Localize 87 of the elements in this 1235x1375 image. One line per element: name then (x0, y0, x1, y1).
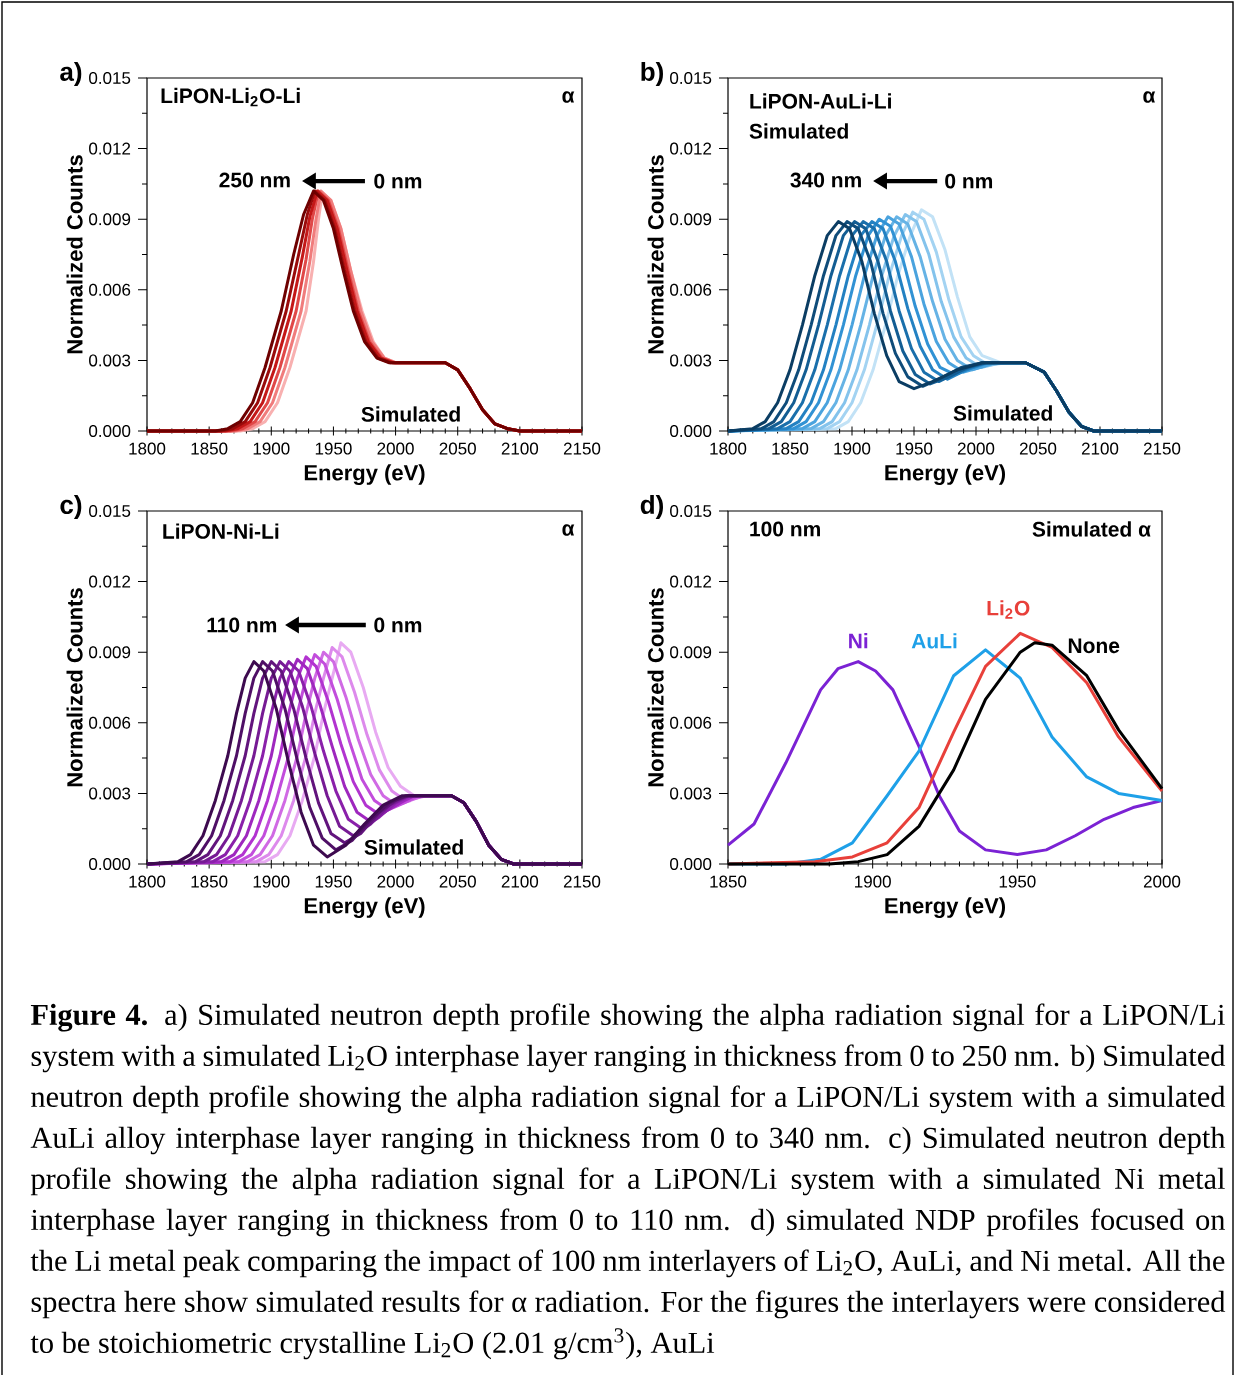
text: Figure 4. a) Simulated neutron depth profile showing the alpha radiation signal for a LiPON/Li system with a simulated Li$_{2}$O interphase layer ranging in thickness from 0 to 250 nm. b) Simulated neutron depth profile showing the alpha radiation signal for a LiPON/Li system with a simulated AuLi alloy interphase layer ranging in thickness from 0 to 340 nm. c) Simulated neutron depth profile showing the alpha radiation signal for a LiPON/Li system with a simulated Ni metal interphase layer ranging in thickness from 0 to 110 nm. d) simulated NDP profiles focused on the Li metal peak comparing the impact of 100 nm interlayers of Li$_{2}$O, AuLi, and Ni metal. All the spectra here show simulated results for α radiation. For the figures the interlayers were considered to be stoichiometric crystalline Li$_{2}$O (2.01 g/cm$^{3}$), AuLi (30, 1003, 1226, 1360)
x-tick-label: 2100 (1081, 442, 1119, 455)
x-axis-title: Energy (eV) (304, 897, 425, 918)
annotation: LiPON-Li$_{2}$O-Li (161, 87, 300, 107)
x-tick-label: 2100 (501, 875, 539, 888)
y-tick-label: 0.000 (89, 425, 131, 438)
x-tick-label: 1950 (315, 442, 352, 455)
y-tick-label: 0.000 (670, 858, 712, 871)
x-tick-label: 2000 (377, 875, 414, 888)
y-axis-title: Normalized Counts (66, 155, 83, 354)
annotation: LiPON-Ni-Li (163, 523, 279, 539)
y-tick-label: 0.015 (89, 505, 131, 518)
x-tick-label: 1900 (855, 875, 891, 888)
y-tick-label: 0.000 (670, 425, 712, 438)
x-tick-label: 1850 (772, 442, 809, 455)
x-tick-label: 2000 (957, 442, 995, 455)
y-axis-title: Normalized Counts (66, 588, 83, 787)
annotation: 100 nm (750, 521, 820, 537)
y-tick-label: 0.006 (670, 283, 712, 296)
y-tick-label: 0.006 (89, 283, 131, 296)
x-tick-label: 2050 (1019, 442, 1057, 455)
x-tick-label: 2000 (377, 442, 414, 455)
series-label: Ni (849, 633, 868, 649)
x-axis-title: Energy (eV) (885, 464, 1006, 485)
y-tick-label: 0.012 (670, 142, 712, 155)
y-tick-label: 0.000 (89, 858, 131, 871)
x-tick-label: 2100 (501, 442, 539, 455)
x-tick-label: 2050 (439, 442, 476, 455)
annotation: α (1143, 91, 1156, 103)
x-tick-label: 2150 (563, 875, 601, 888)
x-tick-label: 1900 (834, 442, 871, 455)
y-tick-label: 0.015 (670, 72, 712, 85)
x-tick-label: 1950 (896, 442, 933, 455)
annotation: 110 nm (207, 617, 277, 633)
annotation: Simulated (361, 406, 460, 422)
y-axis-title: Normalized Counts (647, 155, 664, 354)
y-tick-label: 0.003 (89, 787, 131, 800)
chart-title: d) (640, 494, 663, 520)
y-tick-label: 0.006 (89, 716, 131, 729)
chart-title: b) (641, 61, 663, 87)
y-tick-label: 0.015 (89, 72, 131, 85)
x-tick-label: 2150 (563, 442, 601, 455)
annotation: 0 nm (945, 173, 993, 189)
y-tick-label: 0.009 (89, 213, 131, 226)
y-tick-label: 0.009 (670, 213, 712, 226)
x-tick-label: 2000 (1143, 875, 1181, 888)
y-tick-label: 0.012 (89, 142, 131, 155)
chart-title: a) (60, 61, 82, 87)
x-tick-label: 1900 (253, 442, 290, 455)
y-tick-label: 0.015 (670, 505, 712, 518)
x-tick-label: 1850 (191, 875, 228, 888)
x-tick-label: 1800 (129, 875, 166, 888)
x-tick-label: 1950 (999, 875, 1036, 888)
y-tick-label: 0.003 (670, 354, 712, 367)
y-tick-label: 0.003 (670, 787, 712, 800)
annotation: Simulated α (1032, 521, 1151, 537)
x-tick-label: 1900 (253, 875, 290, 888)
annotation: α (562, 524, 575, 536)
series-label: AuLi (911, 633, 957, 649)
annotation: 250 nm (219, 172, 290, 188)
chart-title: c) (60, 494, 82, 520)
y-axis-title: Normalized Counts (647, 588, 664, 787)
annotation: 340 nm (790, 172, 861, 188)
annotation: α (562, 91, 575, 103)
y-tick-label: 0.009 (670, 646, 712, 659)
x-tick-label: 2050 (439, 875, 476, 888)
y-tick-label: 0.006 (670, 716, 712, 729)
x-axis-title: Energy (eV) (885, 897, 1006, 918)
y-tick-label: 0.003 (89, 354, 131, 367)
series-label: Li$_{2}$O (987, 600, 1030, 619)
x-tick-label: 1800 (710, 442, 747, 455)
x-tick-label: 1850 (191, 442, 228, 455)
x-tick-label: 2150 (1143, 442, 1181, 455)
x-tick-label: 1800 (129, 442, 166, 455)
annotation: 0 nm (374, 173, 422, 189)
y-tick-label: 0.012 (89, 575, 131, 588)
annotation: Simulated (364, 839, 463, 855)
series-label: None (1068, 638, 1120, 654)
x-axis-title: Energy (eV) (304, 464, 425, 485)
annotation: 0 nm (374, 617, 422, 633)
annotation: LiPON-AuLi-Li (750, 93, 891, 109)
y-tick-label: 0.009 (89, 646, 131, 659)
x-tick-label: 1950 (315, 875, 352, 888)
x-tick-label: 1850 (710, 875, 747, 888)
annotation: Simulated (953, 405, 1052, 421)
y-tick-label: 0.012 (670, 575, 712, 588)
annotation: Simulated (749, 123, 848, 139)
